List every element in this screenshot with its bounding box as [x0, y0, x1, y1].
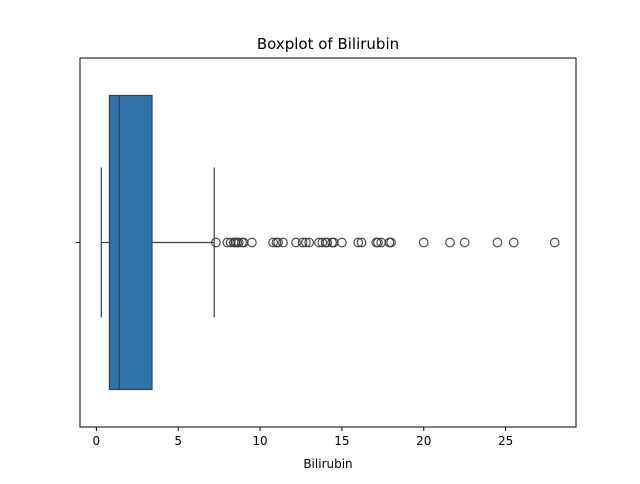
- outlier-point: [492, 237, 503, 248]
- x-tick-label: 0: [93, 434, 101, 448]
- outlier-point: [211, 237, 221, 248]
- x-tick-label: 20: [416, 434, 431, 448]
- outlier-point: [373, 237, 383, 248]
- outlier-point: [304, 237, 315, 248]
- outlier-point: [247, 237, 257, 248]
- iqr-box: [108, 94, 153, 391]
- outlier-point: [278, 237, 288, 248]
- outlier-point: [273, 237, 283, 248]
- outlier-point: [356, 237, 367, 248]
- outlier-point: [317, 237, 328, 248]
- x-tick-label: 10: [252, 434, 267, 448]
- outlier-point: [445, 237, 455, 248]
- plot-area: [100, 94, 560, 391]
- outlier-point: [386, 237, 396, 248]
- x-tick-label: 25: [498, 434, 513, 448]
- x-tick-label: 5: [174, 434, 182, 448]
- outlier-point: [297, 237, 308, 248]
- outlier-point: [301, 237, 311, 248]
- outlier-point: [322, 237, 333, 248]
- outlier-point: [337, 237, 347, 248]
- x-tick-label: 15: [334, 434, 349, 448]
- chart-title: Boxplot of Bilirubin: [257, 35, 399, 53]
- outlier-point: [549, 237, 560, 248]
- x-axis: 0 5 10 15 20 25: [93, 427, 513, 448]
- x-axis-label: Bilirubin: [303, 457, 352, 471]
- outlier-point: [418, 237, 429, 248]
- outlier-point: [291, 237, 301, 248]
- outlier-point: [268, 237, 279, 248]
- outlier-point: [353, 237, 364, 248]
- outlier-point: [459, 237, 470, 248]
- outlier-point: [508, 237, 519, 248]
- outlier-point: [233, 237, 244, 248]
